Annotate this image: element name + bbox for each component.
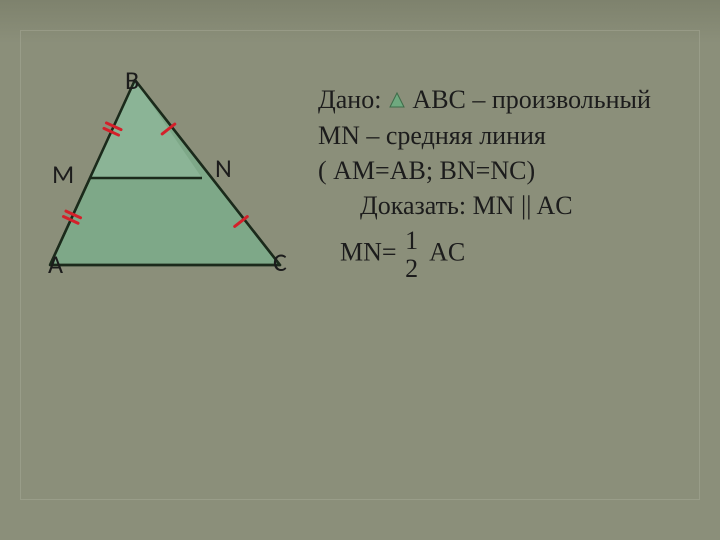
vertex-label-C: С [273,246,287,278]
fraction-one-half: 1 2 [405,227,418,282]
given-line-2: МN – средняя линия [318,118,698,153]
prove-line-2: MN= 1 2 AC [318,227,698,282]
midpoint-label-M: M [52,158,74,190]
slide: А В С M N Дано: АВС – произвольный МN – … [0,0,720,540]
fraction-denominator: 2 [405,255,418,282]
given-rest: АВС – произвольный [412,85,650,114]
ac-text: AC [429,238,465,267]
given-line-1: Дано: АВС – произвольный [318,82,698,118]
midpoint-label-N: N [215,152,232,184]
given-prefix: Дано: [318,85,381,114]
vertex-label-A: А [48,248,63,280]
triangle-diagram: А В С M N [30,70,310,290]
problem-text: Дано: АВС – произвольный МN – средняя ли… [318,82,698,282]
vertex-label-B: В [125,64,139,96]
given-line-3: ( АМ=AB; BN=NC) [318,153,698,188]
triangle-icon [388,83,406,118]
mn-equals: MN= [340,238,397,267]
prove-line-1: Доказать: MN || AC [318,188,698,223]
fraction-numerator: 1 [405,227,418,254]
